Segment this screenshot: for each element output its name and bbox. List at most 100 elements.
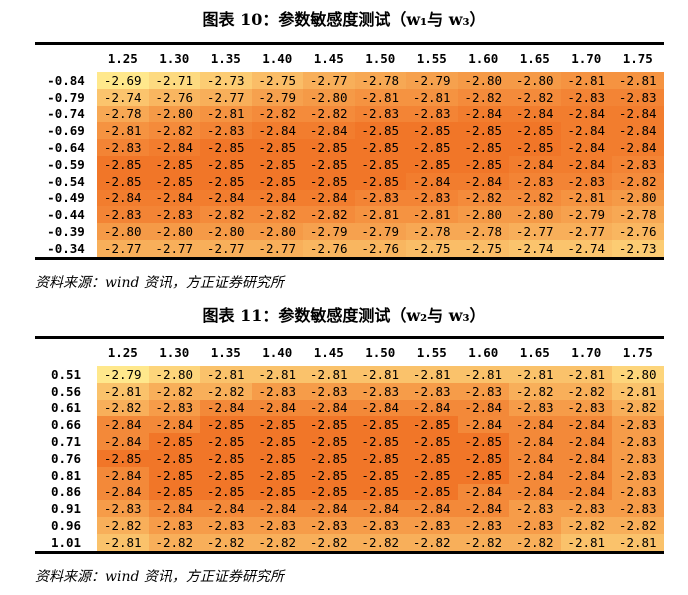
heat-cell: -2.83 — [303, 517, 355, 534]
column-header: 1.50 — [354, 43, 406, 72]
heat-cell: -2.83 — [612, 155, 664, 173]
column-header: 1.70 — [560, 43, 612, 72]
heat-cell: -2.77 — [509, 223, 561, 240]
heat-cell: -2.85 — [354, 122, 406, 140]
column-header: 1.45 — [303, 337, 355, 366]
data-row: 0.61 -2.82 -2.83 -2.84 -2.84 -2.84 -2.84 -2.84-… — [35, 399, 664, 417]
heat-cell: -2.85 — [457, 155, 509, 173]
heat-cell: -2.79 — [406, 72, 458, 89]
row-label: 0.86 — [35, 483, 97, 501]
heat-cell: -2.83 — [612, 466, 664, 484]
heat-cell: -2.81 — [354, 206, 406, 224]
heat-cell: -2.82 — [200, 206, 252, 224]
heat-cell: -2.84 — [97, 416, 149, 434]
heat-cell: -2.85 — [406, 433, 458, 450]
heat-cell: -2.81 — [97, 533, 149, 553]
heat-cell: -2.84 — [509, 433, 561, 450]
row-label: -0.74 — [35, 105, 97, 123]
data-row: -0.69 -2.81 -2.82 -2.83 -2.84 -2.84 -2.85 -2.85… — [35, 122, 664, 140]
heat-cell: -2.84 — [612, 105, 664, 123]
heat-cell: -2.85 — [406, 122, 458, 140]
heat-cell: -2.84 — [97, 466, 149, 484]
heat-cell: -2.85 — [457, 122, 509, 140]
heat-cell: -2.85 — [354, 483, 406, 501]
heat-cell: -2.85 — [200, 449, 252, 467]
heat-cell: -2.82 — [148, 533, 200, 553]
heat-cell: -2.85 — [303, 433, 355, 450]
data-row: -0.64 -2.83 -2.84 -2.85 -2.85 -2.85 -2.85 -2.85… — [35, 139, 664, 156]
heat-cell: -2.83 — [148, 517, 200, 534]
heat-cell: -2.82 — [97, 517, 149, 534]
row-label: 0.81 — [35, 466, 97, 484]
heat-cell: -2.85 — [251, 449, 303, 467]
data-row: -0.79 -2.74 -2.76 -2.77 -2.79 -2.80 -2.81 -2.81… — [35, 88, 664, 106]
heat-cell: -2.84 — [148, 500, 200, 518]
heat-cell: -2.85 — [303, 139, 355, 156]
heat-cell: -2.82 — [509, 533, 561, 553]
column-header: 1.70 — [560, 337, 612, 366]
heat-cell: -2.85 — [303, 416, 355, 434]
heat-cell: -2.85 — [200, 155, 252, 173]
heat-cell: -2.83 — [354, 382, 406, 400]
heat-cell: -2.82 — [406, 533, 458, 553]
heat-cell: -2.83 — [612, 500, 664, 518]
heat-cell: -2.77 — [200, 88, 252, 106]
heat-cell: -2.84 — [200, 189, 252, 207]
heat-cell: -2.84 — [457, 399, 509, 417]
heat-cell: -2.83 — [509, 399, 561, 417]
heat-cell: -2.85 — [148, 155, 200, 173]
heat-cell: -2.81 — [560, 72, 612, 89]
heat-cell: -2.84 — [509, 466, 561, 484]
row-label: 1.01 — [35, 533, 97, 553]
heat-cell: -2.85 — [354, 139, 406, 156]
corner-cell — [35, 337, 97, 366]
heat-cell: -2.81 — [200, 105, 252, 123]
heat-cell: -2.85 — [303, 155, 355, 173]
heat-cell: -2.83 — [354, 105, 406, 123]
column-header: 1.65 — [509, 337, 561, 366]
heat-cell: -2.85 — [148, 449, 200, 467]
heat-cell: -2.81 — [509, 366, 561, 383]
heat-cell: -2.81 — [406, 366, 458, 383]
header-row: 1.25 1.30 1.35 1.40 1.45 1.50 1.55 1.60 1.65 1.70… — [35, 43, 664, 72]
heat-cell: -2.85 — [200, 483, 252, 501]
heat-cell: -2.80 — [303, 88, 355, 106]
heat-cell: -2.81 — [200, 366, 252, 383]
heat-cell: -2.85 — [354, 172, 406, 190]
heat-cell: -2.80 — [457, 206, 509, 224]
row-label: 0.76 — [35, 449, 97, 467]
row-label: 0.61 — [35, 399, 97, 417]
heat-cell: -2.78 — [457, 223, 509, 240]
heat-cell: -2.85 — [148, 433, 200, 450]
heat-cell: -2.85 — [354, 433, 406, 450]
heat-cell: -2.80 — [148, 223, 200, 240]
heat-cell: -2.85 — [251, 139, 303, 156]
row-label: 0.51 — [35, 366, 97, 383]
heat-cell: -2.77 — [303, 72, 355, 89]
heat-cell: -2.80 — [457, 72, 509, 89]
heat-cell: -2.82 — [251, 533, 303, 553]
heat-cell: -2.82 — [200, 382, 252, 400]
heat-cell: -2.84 — [457, 172, 509, 190]
heat-cell: -2.85 — [303, 449, 355, 467]
data-row: 1.01 -2.81 -2.82 -2.82 -2.82 -2.82 -2.82 -2.82-… — [35, 533, 664, 553]
heat-cell: -2.84 — [560, 466, 612, 484]
heat-cell: -2.77 — [251, 239, 303, 259]
heat-cell: -2.84 — [354, 500, 406, 518]
heat-cell: -2.84 — [560, 416, 612, 434]
heat-cell: -2.84 — [251, 500, 303, 518]
heat-cell: -2.84 — [560, 139, 612, 156]
heat-cell: -2.79 — [251, 88, 303, 106]
heat-cell: -2.85 — [200, 466, 252, 484]
column-header: 1.65 — [509, 43, 561, 72]
row-label: 0.66 — [35, 416, 97, 434]
row-label: -0.64 — [35, 139, 97, 156]
heat-cell: -2.77 — [560, 223, 612, 240]
heat-cell: -2.82 — [612, 399, 664, 417]
column-header: 1.40 — [251, 43, 303, 72]
column-header: 1.35 — [200, 337, 252, 366]
heat-cell: -2.83 — [560, 399, 612, 417]
heat-cell: -2.78 — [612, 206, 664, 224]
heat-cell: -2.78 — [97, 105, 149, 123]
